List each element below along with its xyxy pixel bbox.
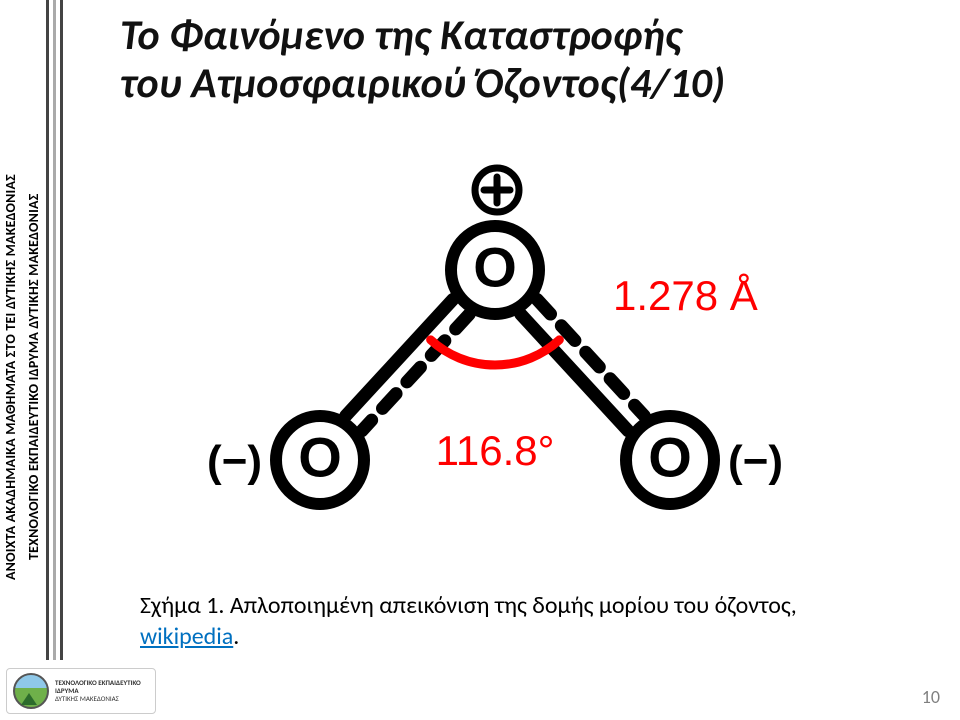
footer-logo: ΤΕΧΝΟΛΟΓΙΚΟ ΕΚΠΑΙΔΕΥΤΙΚΟ ΙΔΡΥΜΑ ΔΥΤΙΚΗΣ … xyxy=(6,668,156,714)
page-number: 10 xyxy=(922,686,940,708)
slide-title: Το Φαινόμενο της Καταστροφής του Ατμοσφα… xyxy=(120,12,940,109)
logo-line-1: ΤΕΧΝΟΛΟΓΙΚΟ ΕΚΠΑΙΔΕΥΤΙΚΟ ΙΔΡΥΜΑ xyxy=(55,679,149,695)
sidebar: ΑΝΟΙΧΤΑ ΑΚΑΔΗΜΑΙΚΑ ΜΑΘΗΜΑΤΑ ΣΤΟ ΤΕΙ ΔΥΤΙ… xyxy=(0,0,72,680)
svg-text:1.278 Å: 1.278 Å xyxy=(613,272,758,319)
title-line-1: Το Φαινόμενο της Καταστροφής xyxy=(120,10,682,61)
sidebar-text-2: ΤΕΧΝΟΛΟΓΙΚΟ ΕΚΠΑΙΔΕΥΤΙΚΟ ΙΔΡΥΜΑ ΔΥΤΙΚΗΣ … xyxy=(25,194,42,561)
caption-suffix: . xyxy=(233,622,239,651)
sidebar-divider-2 xyxy=(53,0,56,660)
logo-line-2: ΔΥΤΙΚΗΣ ΜΑΚΕΔΟΝΙΑΣ xyxy=(55,694,119,703)
caption-prefix: Σχήμα 1. Απλοποιημένη απεικόνιση της δομ… xyxy=(140,591,797,620)
ozone-svg: O O O (−) (−) 1.278 Å 116.8° xyxy=(145,160,845,580)
sidebar-divider-3 xyxy=(60,0,63,660)
title-line-2: του Ατμοσφαιρικού Όζοντος(4/10) xyxy=(120,58,725,109)
svg-text:(−): (−) xyxy=(728,437,783,486)
logo-text: ΤΕΧΝΟΛΟΓΙΚΟ ΕΚΠΑΙΔΕΥΤΙΚΟ ΙΔΡΥΜΑ ΔΥΤΙΚΗΣ … xyxy=(55,679,149,703)
svg-text:(−): (−) xyxy=(207,437,262,486)
caption-link[interactable]: wikipedia xyxy=(140,622,233,651)
sidebar-divider-1 xyxy=(46,0,49,660)
ozone-structure-diagram: O O O (−) (−) 1.278 Å 116.8° xyxy=(145,160,845,580)
slide: ΑΝΟΙΧΤΑ ΑΚΑΔΗΜΑΙΚΑ ΜΑΘΗΜΑΤΑ ΣΤΟ ΤΕΙ ΔΥΤΙ… xyxy=(0,0,960,720)
figure-caption: Σχήμα 1. Απλοποιημένη απεικόνιση της δομ… xyxy=(140,590,900,652)
logo-badge-icon xyxy=(13,673,49,709)
sidebar-text-1: ΑΝΟΙΧΤΑ ΑΚΑΔΗΜΑΙΚΑ ΜΑΘΗΜΑΤΑ ΣΤΟ ΤΕΙ ΔΥΤΙ… xyxy=(2,174,19,580)
svg-text:O: O xyxy=(298,426,342,489)
svg-text:O: O xyxy=(473,236,517,299)
svg-text:O: O xyxy=(648,426,692,489)
svg-text:116.8°: 116.8° xyxy=(436,427,555,474)
